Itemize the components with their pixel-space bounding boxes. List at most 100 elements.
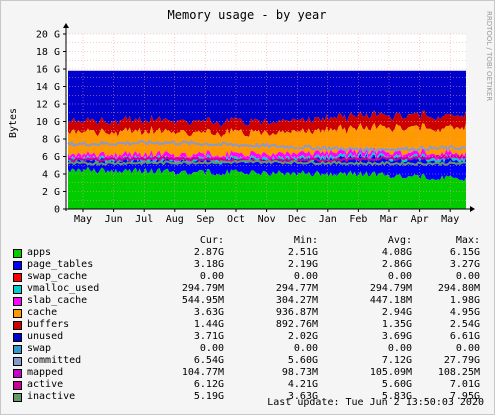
legend-max: 6.61G <box>449 331 480 342</box>
legend-min: 3.63G <box>287 391 318 402</box>
legend-swatch <box>13 249 22 258</box>
x-axis-arrow <box>470 206 475 212</box>
last-update: Last update: Tue Jun 2 13:50:03 2020 <box>267 397 484 408</box>
legend-cur: 3.63G <box>193 307 224 318</box>
legend-name: swap <box>27 343 52 354</box>
line-committed <box>67 139 467 153</box>
legend-swatch <box>13 261 22 270</box>
legend-max: 3.27G <box>449 259 480 270</box>
legend-min: 936.87M <box>275 307 318 318</box>
x-tick-label: Sep <box>196 214 214 225</box>
legend-row-cache: cache 3.63G 936.87M 2.94G 4.95G <box>11 307 486 319</box>
x-tick-label: Aug <box>166 214 184 225</box>
y-tick-label: 12 G <box>36 100 60 111</box>
legend-avg: 105.09M <box>369 367 412 378</box>
legend-row-inactive: inactive 5.19G 3.63G 5.83G 7.95G <box>11 391 486 403</box>
legend-avg: 3.69G <box>381 331 412 342</box>
legend-swatch <box>13 393 22 402</box>
legend-swatch <box>13 273 22 282</box>
rrdtool-credit: RRDTOOL / TOBI OETIKER <box>485 11 493 101</box>
x-tick-label: Nov <box>258 214 276 225</box>
legend-max: 6.15G <box>449 247 480 258</box>
legend-cur: 3.71G <box>193 331 224 342</box>
header-max: Max: <box>455 235 480 246</box>
x-tick-label: Jun <box>105 214 123 225</box>
y-tick-label: 20 G <box>36 30 60 41</box>
legend-avg: 1.35G <box>381 319 412 330</box>
x-tick-label: Dec <box>288 214 306 225</box>
legend-row-apps: apps 2.87G 2.51G 4.08G 6.15G <box>11 247 486 259</box>
legend-max: 7.95G <box>449 391 480 402</box>
legend-swatch <box>13 321 22 330</box>
legend-min: 98.73M <box>281 367 318 378</box>
legend-row-mapped: mapped 104.77M 98.73M 105.09M 108.25M <box>11 367 486 379</box>
x-tick-label: May <box>74 214 92 225</box>
y-axis-arrow <box>63 23 69 28</box>
legend-swatch <box>13 333 22 342</box>
area-page_tables <box>68 153 466 182</box>
legend-cur: 3.18G <box>193 259 224 270</box>
legend-swatch <box>13 309 22 318</box>
legend-swatch <box>13 369 22 378</box>
legend-row-page_tables: page_tables 3.18G 2.19G 2.86G 3.27G <box>11 259 486 271</box>
area-unused <box>68 70 466 128</box>
legend-min: 0.00 <box>293 271 318 282</box>
legend-row-committed: committed 6.54G 5.60G 7.12G 27.79G <box>11 355 486 367</box>
x-tick-label: Feb <box>349 214 367 225</box>
y-tick-label: 6 G <box>42 152 60 163</box>
x-tick-label: Mar <box>380 214 398 225</box>
header-avg: Avg: <box>387 235 412 246</box>
y-tick-label: 8 G <box>42 135 60 146</box>
legend-min: 294.77M <box>275 283 318 294</box>
legend-name: swap_cache <box>27 271 88 282</box>
y-tick-label: 2 G <box>42 187 60 198</box>
legend-swatch <box>13 381 22 390</box>
legend-max: 0.00 <box>455 343 480 354</box>
legend-cur: 0.00 <box>199 271 224 282</box>
legend-name: unused <box>27 331 64 342</box>
legend-max: 0.00 <box>455 271 480 282</box>
x-tick-label: Jul <box>135 214 153 225</box>
legend-row-unused: unused 3.71G 2.02G 3.69G 6.61G <box>11 331 486 343</box>
legend-avg: 447.18M <box>369 295 412 306</box>
legend-max: 7.01G <box>449 379 480 390</box>
legend-name: committed <box>27 355 82 366</box>
legend-row-buffers: buffers 1.44G 892.76M 1.35G 2.54G <box>11 319 486 331</box>
x-tick-label: May <box>441 214 459 225</box>
legend-row-slab_cache: slab_cache 544.95M 304.27M 447.18M 1.98G <box>11 295 486 307</box>
legend-avg: 5.60G <box>381 379 412 390</box>
memory-chart: 0 2 G 4 G 6 G 8 G 10 G 12 G 14 G 16 G 18 G 20 G May… <box>8 8 493 225</box>
y-tick-label: 0 <box>54 205 60 216</box>
legend-avg: 0.00 <box>387 271 412 282</box>
legend-avg: 0.00 <box>387 343 412 354</box>
legend-row-active: active 6.12G 4.21G 5.60G 7.01G <box>11 379 486 391</box>
area-cache <box>68 123 466 158</box>
area-slab_cache <box>68 146 466 163</box>
y-tick-label: 16 G <box>36 65 60 76</box>
x-tick-label: Apr <box>411 214 429 225</box>
legend-max: 294.80M <box>437 283 480 294</box>
legend-name: mapped <box>27 367 64 378</box>
legend-swatch <box>13 297 22 306</box>
legend-cur: 6.12G <box>193 379 224 390</box>
header-min: Min: <box>293 235 318 246</box>
y-tick-label: 18 G <box>36 47 60 58</box>
legend-avg: 4.08G <box>381 247 412 258</box>
legend-cur: 2.87G <box>193 247 224 258</box>
legend-min: 892.76M <box>275 319 318 330</box>
y-tick-label: 14 G <box>36 82 60 93</box>
legend-avg: 294.79M <box>369 283 412 294</box>
legend-min: 4.21G <box>287 379 318 390</box>
legend-avg: 7.12G <box>381 355 412 366</box>
legend-row-swap: swap 0.00 0.00 0.00 0.00 <box>11 343 486 355</box>
legend-min: 0.00 <box>293 343 318 354</box>
legend-name: buffers <box>27 319 70 330</box>
legend-min: 2.19G <box>287 259 318 270</box>
legend-max: 108.25M <box>437 367 480 378</box>
legend-swatch <box>13 285 22 294</box>
legend-row-vmalloc_used: vmalloc_used 294.79M 294.77M 294.79M 294.80M <box>11 283 486 295</box>
legend-name: slab_cache <box>27 295 88 306</box>
legend-swatch <box>13 345 22 354</box>
legend-max: 27.79G <box>443 355 480 366</box>
legend-cur: 0.00 <box>199 343 224 354</box>
